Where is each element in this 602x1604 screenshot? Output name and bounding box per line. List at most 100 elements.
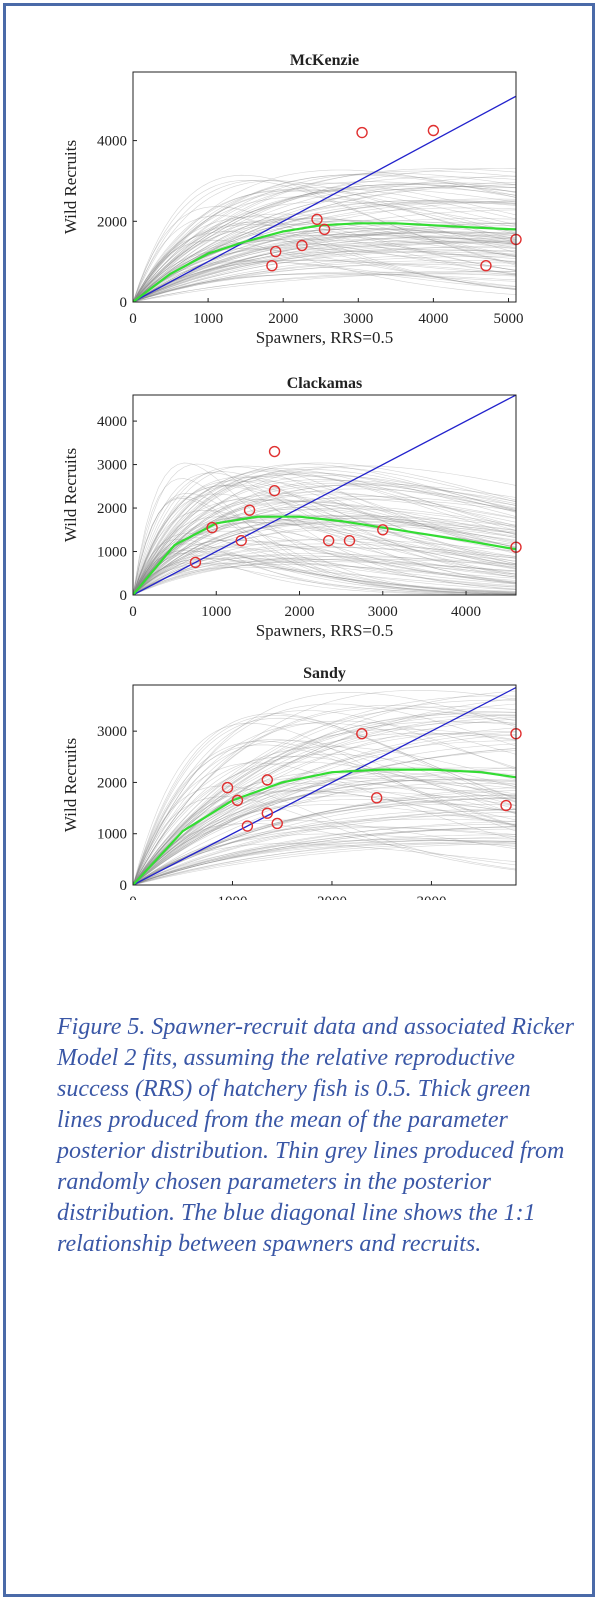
posterior-fit-line (133, 463, 516, 595)
posterior-fit-line (133, 196, 516, 302)
posterior-fit-line (133, 478, 516, 595)
data-point (266, 259, 278, 272)
posterior-fit-line (133, 808, 516, 885)
data-point (377, 524, 389, 536)
posterior-fit-line (133, 739, 516, 885)
posterior-fit-line (133, 520, 516, 595)
posterior-fit-line (133, 231, 516, 302)
posterior-fit-line (133, 750, 516, 885)
plot-frame (132, 684, 517, 886)
posterior-fit-line (133, 732, 516, 885)
posterior-fit-line (133, 539, 516, 595)
y-tick-label: 4000 (97, 414, 127, 430)
posterior-fit-line (133, 251, 516, 302)
posterior-fit-line (133, 740, 516, 885)
posterior-fit-line (133, 690, 516, 885)
posterior-fit-line (133, 238, 516, 302)
posterior-fit-line (133, 250, 516, 302)
posterior-fit-line (133, 247, 516, 302)
y-tick-label: 0 (120, 878, 128, 894)
posterior-fit-line (133, 240, 516, 302)
data-point (371, 792, 383, 804)
posterior-fit-line (133, 546, 516, 595)
x-tick-label: 3000 (343, 311, 373, 327)
posterior-fit-line (133, 479, 516, 595)
posterior-fit-line (133, 789, 516, 885)
data-point (231, 794, 244, 807)
posterior-fit-line (133, 184, 516, 302)
one-to-one-line (133, 395, 516, 595)
posterior-fit-line (133, 199, 516, 302)
posterior-fit-line (133, 843, 516, 885)
posterior-fit-line (133, 493, 516, 595)
posterior-fit-line (133, 692, 516, 885)
data-point (296, 239, 308, 252)
posterior-fit-line (133, 715, 516, 885)
posterior-fit-line (133, 783, 516, 885)
posterior-fit-line (133, 498, 516, 595)
x-tick-label: 2000 (317, 894, 347, 900)
posterior-fit-line (133, 722, 516, 885)
data-point (311, 213, 323, 225)
posterior-fit-line (133, 184, 516, 302)
y-tick-label: 2000 (97, 775, 127, 791)
y-tick-label: 0 (120, 588, 128, 604)
posterior-fit-line (133, 826, 516, 885)
data-point (261, 774, 273, 786)
y-axis-label: Wild Recruits (61, 448, 80, 542)
posterior-fit-line (133, 785, 516, 885)
data-point (343, 534, 356, 547)
posterior-fit-line (133, 839, 516, 885)
mean-fit-line (133, 515, 516, 595)
posterior-fit-line (133, 179, 516, 302)
posterior-fit-line (133, 744, 516, 885)
y-tick-label: 4000 (97, 134, 127, 150)
data-point (271, 817, 283, 830)
posterior-fit-line (133, 466, 516, 595)
posterior-fit-line (133, 778, 516, 885)
posterior-fit-lines (133, 462, 516, 595)
posterior-fit-line (133, 219, 516, 302)
posterior-fit-line (133, 186, 516, 302)
posterior-fit-line (133, 241, 516, 302)
posterior-fit-line (133, 715, 516, 885)
posterior-fit-line (133, 537, 516, 595)
posterior-fit-line (133, 170, 516, 302)
posterior-fit-line (133, 779, 516, 885)
posterior-fit-line (133, 826, 516, 885)
posterior-fit-line (133, 767, 516, 885)
posterior-fit-line (133, 271, 516, 302)
posterior-fit-line (133, 819, 516, 885)
posterior-fit-line (133, 507, 516, 595)
posterior-fit-line (133, 182, 516, 302)
posterior-fit-line (133, 551, 516, 595)
plot-area (133, 95, 516, 302)
posterior-fit-line (133, 815, 516, 885)
posterior-fit-line (133, 731, 516, 885)
posterior-fit-line (133, 472, 516, 595)
posterior-fit-line (133, 796, 516, 885)
posterior-fit-line (133, 562, 516, 595)
posterior-fit-line (133, 259, 516, 302)
plot-area (133, 395, 516, 595)
posterior-fit-line (133, 218, 516, 302)
posterior-fit-line (133, 259, 516, 302)
posterior-fit-line (133, 554, 516, 595)
posterior-fit-line (133, 201, 516, 302)
posterior-fit-line (133, 543, 516, 595)
posterior-fit-line (133, 804, 516, 885)
posterior-fit-line (133, 843, 516, 885)
figure-caption: Figure 5. Spawner-recruit data and assoc… (57, 1014, 574, 1257)
posterior-fit-line (133, 482, 516, 595)
posterior-fit-line (133, 501, 516, 595)
posterior-fit-line (133, 838, 516, 885)
posterior-fit-line (133, 264, 516, 302)
posterior-fit-line (133, 546, 516, 595)
posterior-fit-line (133, 480, 516, 595)
posterior-fit-line (133, 181, 516, 302)
posterior-fit-line (133, 718, 516, 885)
posterior-fit-line (133, 262, 516, 302)
posterior-fit-line (133, 491, 516, 595)
data-point (268, 445, 281, 458)
posterior-fit-line (133, 498, 516, 595)
